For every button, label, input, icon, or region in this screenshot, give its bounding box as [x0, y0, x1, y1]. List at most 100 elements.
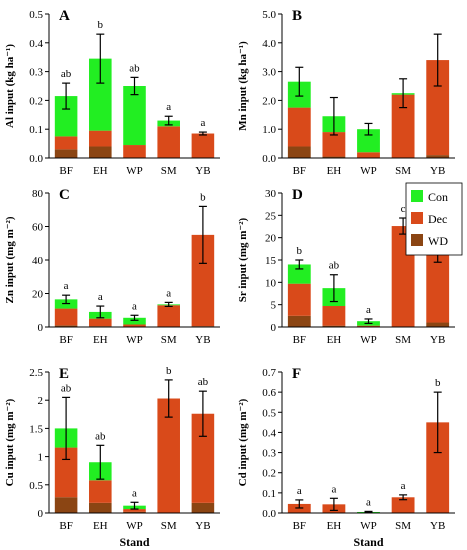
x-tick-label-EH: EH	[327, 520, 342, 532]
significance-letter-A-WP: ab	[129, 62, 140, 74]
y-axis-label-F: Cd input (mg m⁻²)	[237, 398, 249, 486]
significance-letter-F-SM: a	[401, 480, 406, 492]
bar-A-EH-Dec	[89, 130, 112, 147]
legend-swatch-Con	[411, 190, 423, 202]
bar-F-SM-Dec	[391, 497, 415, 513]
significance-letter-C-WP: a	[132, 300, 137, 312]
y-tick-label: 0.5	[262, 407, 276, 419]
legend-swatch-WD	[411, 234, 423, 246]
panel-C: a BF a EH a WP a SM b YB 0 20 40 60 80 C Zn input (mg m⁻…	[4, 187, 220, 346]
significance-letter-D-EH: ab	[329, 260, 340, 272]
significance-letter-A-SM: a	[166, 101, 171, 113]
panel-F: a BF a EH a WP a SM b YB 0.0 0.1 0.2 0.3 0.4 0.5 0.6 0.7 F…	[237, 366, 455, 549]
y-tick-label: 0.6	[262, 387, 276, 399]
bar-F-YB-Dec	[426, 422, 450, 513]
y-tick-label: 60	[32, 222, 44, 234]
bar-E-WP-WD	[123, 511, 146, 513]
significance-letter-A-YB: a	[200, 117, 205, 129]
bar-B-WP-Con	[357, 129, 380, 153]
y-tick-label: 30	[265, 188, 277, 200]
x-tick-label-BF: BF	[59, 520, 72, 532]
legend-label-WD: WD	[428, 234, 448, 248]
bar-E-EH-WD	[89, 502, 112, 513]
bar-D-YB-WD	[426, 322, 450, 327]
bar-B-SM-Dec	[391, 94, 415, 158]
y-tick-label: 20	[32, 289, 44, 301]
panel-A: ab BF b EH ab WP a SM a YB 0.0 0.1 0.2 0.3 0.4 0.5 A Al i…	[4, 8, 220, 177]
x-tick-label-YB: YB	[195, 165, 210, 177]
x-tick-label-EH: EH	[93, 520, 108, 532]
bar-B-EH-Dec	[322, 132, 346, 157]
y-axis-label-E: Cu input (mg m⁻²)	[4, 398, 16, 486]
y-tick-label: 0.3	[29, 67, 43, 79]
bar-D-WP-Dec	[357, 325, 380, 327]
significance-letter-F-WP: a	[366, 496, 371, 508]
bar-D-BF-Con	[287, 264, 311, 284]
y-axis-label-A: Al input (kg ha⁻¹)	[4, 44, 16, 128]
x-tick-label-WP: WP	[360, 334, 377, 346]
y-tick-label: 0	[38, 322, 44, 334]
bar-E-EH-Dec	[89, 480, 112, 503]
significance-letter-E-BF: ab	[61, 382, 72, 394]
y-tick-label: 2.0	[262, 95, 276, 107]
bar-A-YB-Dec	[191, 133, 215, 158]
y-tick-label: 0.5	[29, 9, 43, 21]
significance-letter-C-EH: a	[98, 291, 103, 303]
x-tick-label-YB: YB	[195, 334, 210, 346]
y-tick-label: 3.0	[262, 67, 276, 79]
significance-letter-E-EH: ab	[95, 430, 106, 442]
bar-E-YB-Dec	[191, 413, 215, 503]
bar-C-WP-Con	[123, 317, 146, 325]
y-tick-label: 0.0	[262, 508, 276, 520]
bar-A-SM-Dec	[157, 126, 180, 158]
panel-letter-A: A	[59, 8, 70, 24]
bar-A-BF-Dec	[54, 136, 78, 150]
y-tick-label: 1.5	[29, 423, 43, 435]
panel-letter-B: B	[292, 8, 302, 24]
significance-letter-C-BF: a	[64, 280, 69, 292]
x-tick-label-SM: SM	[395, 520, 411, 532]
x-tick-label-YB: YB	[430, 520, 445, 532]
y-tick-label: 0.7	[262, 367, 276, 379]
significance-letter-A-EH: b	[98, 19, 104, 31]
bar-A-EH-WD	[89, 146, 112, 158]
significance-letter-E-YB: ab	[198, 376, 209, 388]
panel-E: ab BF ab EH a WP b SM ab YB 0 0.5 1 1.5 2 2.5 E Cu input …	[4, 365, 220, 549]
y-tick-label: 0.4	[262, 427, 276, 439]
panel-letter-F: F	[292, 366, 301, 382]
legend: Con Dec WD	[405, 182, 463, 256]
bar-E-SM-Dec	[157, 398, 180, 513]
significance-letter-F-EH: a	[331, 483, 336, 495]
x-tick-label-BF: BF	[293, 520, 306, 532]
y-tick-label: 1	[38, 452, 44, 464]
panel-letter-C: C	[59, 187, 70, 203]
significance-letter-C-SM: a	[166, 287, 171, 299]
bar-A-BF-WD	[54, 149, 78, 158]
panel-letter-E: E	[59, 366, 69, 382]
x-tick-label-SM: SM	[161, 334, 177, 346]
bar-E-YB-WD	[191, 502, 215, 513]
x-tick-label-BF: BF	[293, 165, 306, 177]
bar-A-WP-Con	[123, 86, 146, 146]
x-tick-label-WP: WP	[360, 165, 377, 177]
y-tick-label: 15	[265, 255, 277, 267]
y-axis-label-D: Sr input (mg m⁻²)	[237, 217, 249, 302]
x-tick-label-EH: EH	[93, 334, 108, 346]
significance-letter-A-BF: ab	[61, 68, 72, 80]
x-tick-label-WP: WP	[126, 334, 143, 346]
y-tick-label: 0	[38, 508, 44, 520]
bar-D-BF-WD	[287, 315, 311, 327]
y-tick-label: 0	[271, 322, 277, 334]
x-tick-label-WP: WP	[360, 520, 377, 532]
bar-B-WP-Dec	[357, 152, 380, 158]
y-tick-label: 0.3	[262, 448, 276, 460]
bar-E-WP-Dec	[123, 509, 146, 512]
significance-letter-D-BF: b	[297, 245, 303, 257]
x-axis-label-E: Stand	[119, 535, 149, 549]
bar-D-EH-WD	[322, 325, 346, 327]
bar-B-EH-WD	[322, 156, 346, 158]
bar-D-BF-Dec	[287, 283, 311, 316]
y-tick-label: 25	[265, 210, 277, 222]
y-tick-label: 2	[38, 395, 44, 407]
